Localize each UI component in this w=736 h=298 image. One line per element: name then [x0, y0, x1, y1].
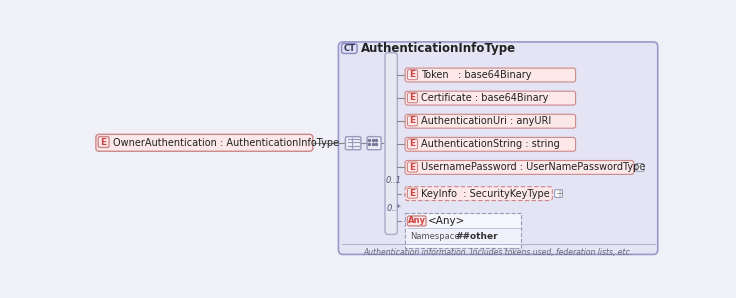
- FancyBboxPatch shape: [405, 68, 576, 82]
- FancyBboxPatch shape: [405, 137, 576, 151]
- Bar: [407, 230, 520, 244]
- FancyBboxPatch shape: [405, 187, 552, 201]
- FancyBboxPatch shape: [408, 188, 417, 198]
- FancyBboxPatch shape: [408, 93, 417, 103]
- FancyBboxPatch shape: [405, 91, 576, 105]
- Text: ##other: ##other: [456, 232, 498, 241]
- Text: AuthenticationString : string: AuthenticationString : string: [420, 139, 559, 149]
- Text: Certificate : base64Binary: Certificate : base64Binary: [420, 93, 548, 103]
- Bar: [405, 213, 521, 248]
- FancyBboxPatch shape: [342, 44, 357, 53]
- Text: 0..*: 0..*: [386, 204, 401, 213]
- Text: +: +: [636, 162, 644, 173]
- FancyBboxPatch shape: [385, 53, 397, 235]
- FancyBboxPatch shape: [339, 42, 658, 254]
- Text: +: +: [554, 189, 562, 198]
- FancyBboxPatch shape: [405, 161, 634, 174]
- Text: <Any>: <Any>: [428, 216, 466, 226]
- Text: OwnerAuthentication : AuthenticationInfoType: OwnerAuthentication : AuthenticationInfo…: [113, 138, 339, 148]
- Text: E: E: [409, 139, 416, 148]
- Text: CT: CT: [343, 44, 355, 53]
- FancyBboxPatch shape: [405, 114, 576, 128]
- Text: 0..1: 0..1: [385, 176, 401, 185]
- FancyBboxPatch shape: [636, 164, 644, 171]
- Text: Namespace: Namespace: [410, 232, 459, 241]
- FancyBboxPatch shape: [96, 134, 313, 151]
- Text: KeyInfo  : SecurityKeyType: KeyInfo : SecurityKeyType: [420, 189, 549, 198]
- FancyBboxPatch shape: [345, 136, 361, 150]
- Text: Authentication information. Includes tokens used, federation lists, etc.: Authentication information. Includes tok…: [364, 248, 633, 257]
- FancyBboxPatch shape: [408, 116, 417, 126]
- Text: AuthenticationUri : anyURI: AuthenticationUri : anyURI: [420, 116, 551, 126]
- FancyBboxPatch shape: [408, 216, 426, 226]
- FancyBboxPatch shape: [98, 136, 109, 148]
- Text: Any: Any: [408, 216, 425, 226]
- Text: E: E: [409, 189, 416, 198]
- Text: E: E: [409, 162, 416, 172]
- Text: UsernamePassword : UserNamePasswordType: UsernamePassword : UserNamePasswordType: [420, 162, 645, 173]
- FancyBboxPatch shape: [367, 136, 381, 150]
- FancyBboxPatch shape: [408, 139, 417, 149]
- FancyBboxPatch shape: [555, 190, 562, 198]
- Text: E: E: [409, 93, 416, 102]
- Text: E: E: [409, 70, 416, 79]
- Text: E: E: [101, 137, 107, 147]
- Text: AuthenticationInfoType: AuthenticationInfoType: [361, 42, 516, 55]
- FancyBboxPatch shape: [408, 70, 417, 80]
- Text: Token   : base64Binary: Token : base64Binary: [420, 70, 531, 80]
- FancyBboxPatch shape: [408, 162, 417, 172]
- Text: E: E: [409, 116, 416, 125]
